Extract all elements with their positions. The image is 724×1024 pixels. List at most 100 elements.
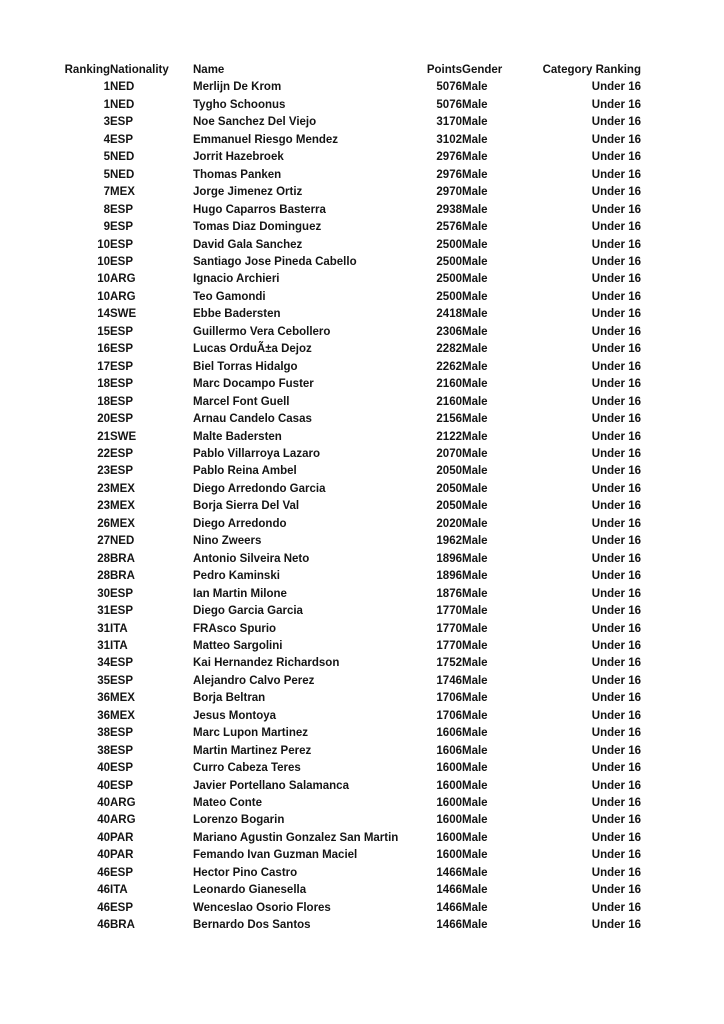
cell-category-ranking: Under 16 bbox=[591, 639, 641, 652]
cell-name: Ignacio Archieri bbox=[193, 273, 280, 286]
cell-category-ranking: Under 16 bbox=[591, 919, 641, 932]
cell-nationality: NED bbox=[110, 168, 135, 181]
cell-ranking: 46 bbox=[97, 884, 110, 897]
cell-gender: Male bbox=[462, 168, 488, 181]
cell-ranking: 15 bbox=[97, 325, 110, 338]
cell-gender: Male bbox=[462, 500, 488, 513]
cell-category-ranking: Under 16 bbox=[591, 605, 641, 618]
cell-ranking: 46 bbox=[97, 901, 110, 914]
cell-ranking: 18 bbox=[97, 378, 110, 391]
cell-gender: Male bbox=[462, 308, 488, 321]
cell-name: Matteo Sargolini bbox=[193, 639, 283, 652]
cell-nationality: ESP bbox=[110, 133, 134, 146]
cell-gender: Male bbox=[462, 81, 488, 94]
cell-points: 1876 bbox=[436, 587, 462, 600]
cell-points: 1962 bbox=[436, 535, 462, 548]
table-row: 36 MEX Jesus Montoya 1706 Male Under 16 bbox=[63, 708, 641, 725]
column-header-nationality: Nationality bbox=[110, 64, 169, 76]
cell-ranking: 5 bbox=[103, 151, 110, 164]
cell-nationality: ITA bbox=[110, 884, 128, 897]
cell-name: Merlijn De Krom bbox=[193, 81, 282, 94]
cell-gender: Male bbox=[462, 238, 488, 251]
cell-category-ranking: Under 16 bbox=[591, 465, 641, 478]
table-row: 28 BRA Pedro Kaminski 1896 Male Under 16 bbox=[63, 568, 641, 585]
cell-category-ranking: Under 16 bbox=[591, 98, 641, 111]
cell-nationality: BRA bbox=[110, 570, 135, 583]
cell-category-ranking: Under 16 bbox=[591, 151, 641, 164]
table-row: 8 ESP Hugo Caparros Basterra 2938 Male Under … bbox=[63, 202, 641, 219]
cell-ranking: 27 bbox=[97, 535, 110, 548]
cell-name: Hugo Caparros Basterra bbox=[193, 203, 326, 216]
table-row: 9 ESP Tomas Diaz Dominguez 2576 Male Under 16 bbox=[63, 219, 641, 236]
cell-name: Javier Portellano Salamanca bbox=[193, 779, 349, 792]
cell-category-ranking: Under 16 bbox=[591, 500, 641, 513]
cell-gender: Male bbox=[462, 203, 488, 216]
cell-ranking: 14 bbox=[97, 308, 110, 321]
cell-ranking: 5 bbox=[103, 168, 110, 181]
cell-gender: Male bbox=[462, 622, 488, 635]
cell-points: 1600 bbox=[436, 797, 462, 810]
cell-ranking: 46 bbox=[97, 919, 110, 932]
cell-nationality: MEX bbox=[110, 186, 135, 199]
cell-category-ranking: Under 16 bbox=[591, 378, 641, 391]
cell-nationality: ESP bbox=[110, 587, 134, 600]
cell-points: 2160 bbox=[436, 378, 462, 391]
cell-points: 1466 bbox=[436, 866, 462, 879]
cell-nationality: ARG bbox=[110, 797, 136, 810]
table-row: 46 ESP Wenceslao Osorio Flores 1466 Male Unde… bbox=[63, 900, 641, 917]
cell-points: 1896 bbox=[436, 552, 462, 565]
cell-ranking: 31 bbox=[97, 605, 110, 618]
cell-points: 3102 bbox=[436, 133, 462, 146]
table-row: 3 ESP Noe Sanchez Del Viejo 3170 Male Under 1… bbox=[63, 114, 641, 131]
table-row: 16 ESP Lucas OrduÃ±a Dejoz 2282 Male Under 16 bbox=[63, 341, 641, 358]
table-row: 28 BRA Antonio Silveira Neto 1896 Male Under … bbox=[63, 551, 641, 568]
cell-ranking: 38 bbox=[97, 727, 110, 740]
cell-nationality: ESP bbox=[110, 255, 134, 268]
cell-gender: Male bbox=[462, 919, 488, 932]
cell-name: Leonardo Gianesella bbox=[193, 884, 307, 897]
cell-name: Jorrit Hazebroek bbox=[193, 151, 284, 164]
cell-points: 1896 bbox=[436, 570, 462, 583]
cell-name: Ebbe Badersten bbox=[193, 308, 281, 321]
table-row: 18 ESP Marc Docampo Fuster 2160 Male Under 16 bbox=[63, 376, 641, 393]
cell-ranking: 17 bbox=[97, 360, 110, 373]
cell-ranking: 40 bbox=[97, 814, 110, 827]
cell-ranking: 40 bbox=[97, 779, 110, 792]
cell-points: 5076 bbox=[436, 81, 462, 94]
cell-category-ranking: Under 16 bbox=[591, 849, 641, 862]
table-row: 5 NED Thomas Panken 2976 Male Under 16 bbox=[63, 167, 641, 184]
cell-points: 2500 bbox=[436, 238, 462, 251]
cell-name: Martin Martinez Perez bbox=[193, 744, 312, 757]
cell-category-ranking: Under 16 bbox=[591, 884, 641, 897]
cell-name: Jorge Jimenez Ortiz bbox=[193, 186, 303, 199]
cell-gender: Male bbox=[462, 430, 488, 443]
cell-category-ranking: Under 16 bbox=[591, 168, 641, 181]
cell-category-ranking: Under 16 bbox=[591, 413, 641, 426]
ranking-table: Ranking Nationality Name Points Gender C… bbox=[63, 62, 641, 935]
cell-gender: Male bbox=[462, 797, 488, 810]
cell-name: Tomas Diaz Dominguez bbox=[193, 221, 322, 234]
cell-gender: Male bbox=[462, 447, 488, 460]
cell-name: Pablo Reina Ambel bbox=[193, 465, 297, 478]
cell-nationality: ITA bbox=[110, 639, 128, 652]
cell-ranking: 28 bbox=[97, 552, 110, 565]
cell-ranking: 1 bbox=[103, 98, 110, 111]
cell-category-ranking: Under 16 bbox=[591, 273, 641, 286]
cell-nationality: ESP bbox=[110, 343, 134, 356]
cell-nationality: ESP bbox=[110, 238, 134, 251]
cell-gender: Male bbox=[462, 360, 488, 373]
cell-points: 1600 bbox=[436, 849, 462, 862]
cell-nationality: NED bbox=[110, 151, 135, 164]
cell-category-ranking: Under 16 bbox=[591, 727, 641, 740]
table-row: 21 SWE Malte Badersten 2122 Male Under 16 bbox=[63, 429, 641, 446]
cell-name: Marcel Font Guell bbox=[193, 395, 290, 408]
cell-name: Noe Sanchez Del Viejo bbox=[193, 116, 317, 129]
cell-nationality: ESP bbox=[110, 395, 134, 408]
cell-ranking: 28 bbox=[97, 570, 110, 583]
cell-ranking: 18 bbox=[97, 395, 110, 408]
column-header-ranking: Ranking bbox=[64, 64, 110, 76]
cell-category-ranking: Under 16 bbox=[591, 360, 641, 373]
cell-category-ranking: Under 16 bbox=[591, 709, 641, 722]
table-header-row: Ranking Nationality Name Points Gender C… bbox=[63, 62, 641, 79]
cell-gender: Male bbox=[462, 866, 488, 879]
